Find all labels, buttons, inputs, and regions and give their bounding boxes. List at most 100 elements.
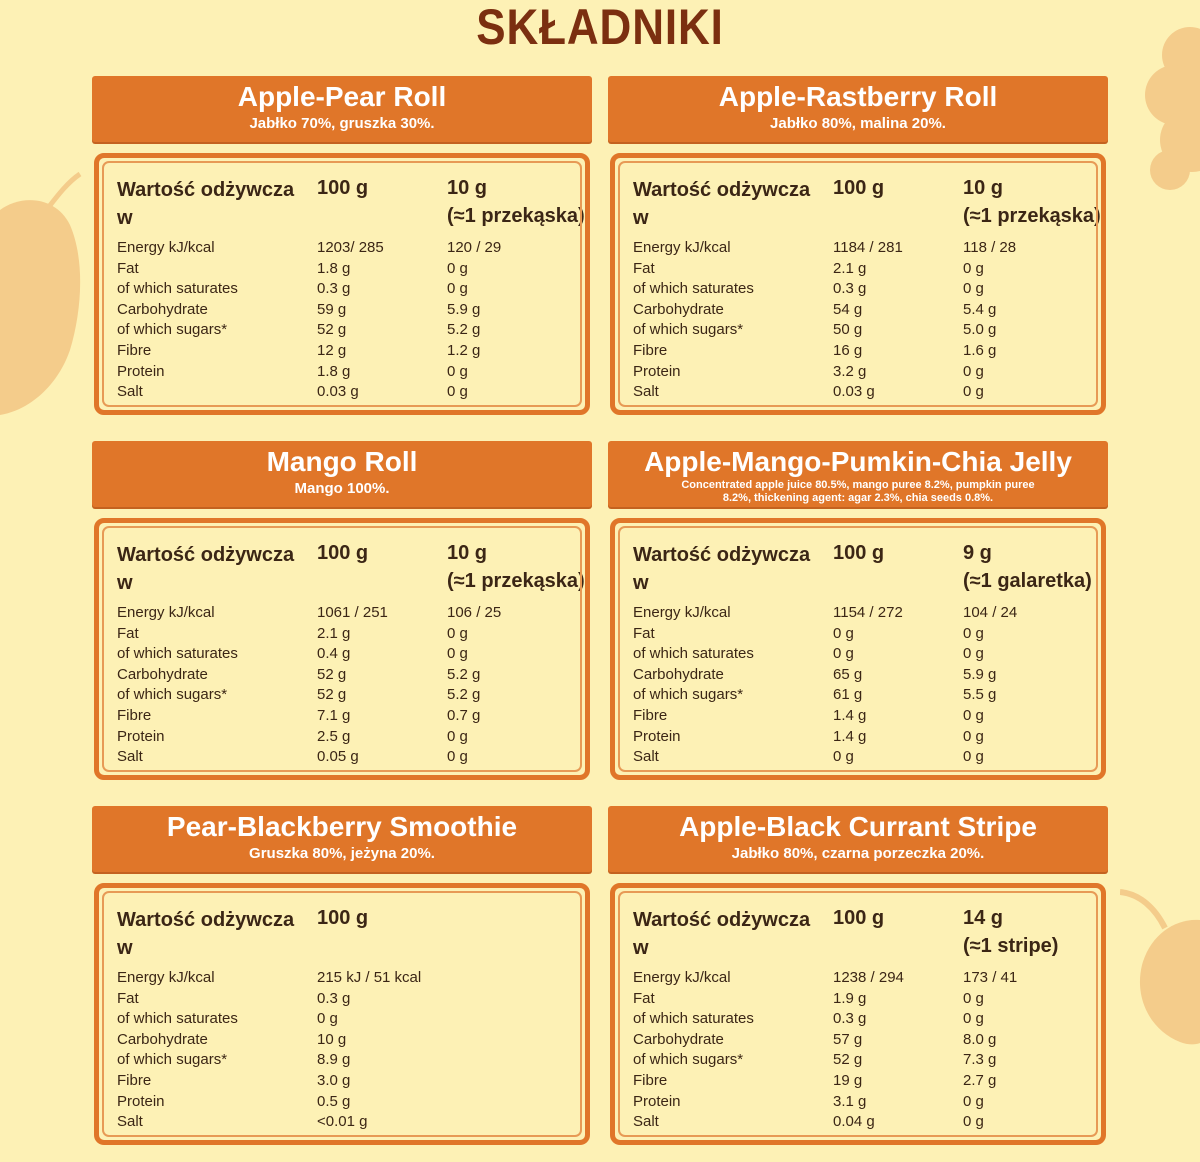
column-header-serving-note: (≈1 przekąska): [963, 205, 1101, 227]
value-per-100g: 1.8 g: [317, 259, 351, 277]
value-per-100g: 0.05 g: [317, 748, 359, 766]
column-header-serving: 10 g: [963, 177, 1004, 199]
value-per-100g: 0.03 g: [317, 383, 359, 401]
column-header-serving-note: (≈1 stripe): [963, 935, 1059, 957]
value-per-serving: 120 / 29: [447, 239, 502, 256]
nutrition-row: of which saturates 0.3 g 0 g: [633, 1009, 1103, 1030]
value-per-serving: 0 g: [447, 280, 468, 298]
product-header: Mango Roll Mango 100%.: [92, 441, 592, 507]
nutrition-table: Wartość odżywcza w 100 g 14 g (≈1 stripe) En…: [610, 883, 1106, 1145]
value-per-serving: 2.7 g: [963, 1071, 997, 1089]
pear-illustration-icon: [0, 171, 82, 415]
value-per-100g: 0.3 g: [833, 280, 867, 298]
nutrition-row: Protein 1.4 g 0 g: [633, 727, 1103, 748]
nutrition-row: of which saturates 0 g: [117, 1009, 587, 1030]
column-header-100g: 100 g: [833, 907, 885, 929]
value-per-serving: 0 g: [963, 1092, 984, 1110]
nutrition-row: Fat 2.1 g 0 g: [117, 624, 587, 645]
nutrition-table: Wartość odżywcza w 100 g 10 g (≈1 przekąska…: [94, 518, 590, 780]
nutrition-row: Fat 0.3 g: [117, 989, 587, 1010]
nutrition-header-label: Wartość odżywcza w: [633, 909, 811, 959]
nutrient-name: Energy kJ/kcal: [117, 239, 215, 256]
value-per-100g: 0.3 g: [833, 1010, 867, 1028]
nutrition-row: of which saturates 0.4 g 0 g: [117, 644, 587, 665]
nutrition-row: Fat 1.8 g 0 g: [117, 259, 587, 280]
value-per-100g: 52 g: [317, 665, 347, 683]
value-per-100g: 0 g: [833, 624, 854, 642]
nutrient-name: Fibre: [117, 1071, 152, 1089]
value-per-100g: 1.4 g: [833, 706, 867, 724]
nutrient-name: Carbohydrate: [117, 300, 208, 318]
nutrient-name: of which sugars*: [117, 1051, 228, 1069]
product-name: Apple-Black Currant Stripe: [679, 811, 1037, 842]
value-per-serving: 7.3 g: [963, 1051, 997, 1069]
value-per-100g: 0 g: [833, 748, 854, 766]
value-per-100g: 61 g: [833, 686, 863, 704]
product-header: Apple-Rastberry Roll Jabłko 80%, malina 2…: [608, 76, 1108, 142]
value-per-serving: 0 g: [447, 383, 468, 401]
nutrition-row: Fat 0 g 0 g: [633, 624, 1103, 645]
value-per-100g: 65 g: [833, 665, 863, 683]
product-name: Pear-Blackberry Smoothie: [166, 811, 518, 842]
nutrition-rows: Energy kJ/kcal 1061 / 251 106 / 25 Fat 2.1 g…: [117, 603, 587, 768]
nutrient-name: Fat: [633, 989, 655, 1007]
nutrient-name: Energy kJ/kcal: [117, 969, 215, 986]
value-per-serving: 5.9 g: [447, 300, 481, 318]
nutrient-name: of which saturates: [633, 645, 754, 663]
column-header-serving-note: (≈1 przekąska): [447, 570, 585, 592]
nutrient-name: of which sugars*: [633, 1051, 744, 1069]
value-per-100g: 52 g: [833, 1051, 863, 1069]
nutrition-table: Wartość odżywcza w 100 g Energy kJ/kcal 215…: [94, 883, 590, 1145]
nutrient-name: Salt: [633, 1113, 659, 1131]
nutrient-name: Protein: [633, 1092, 681, 1110]
value-per-100g: 1154 / 272: [833, 604, 903, 621]
nutrition-row: Protein 0.5 g: [117, 1092, 587, 1113]
nutrition-row: of which sugars* 8.9 g: [117, 1050, 587, 1071]
nutrition-row: of which saturates 0 g 0 g: [633, 644, 1103, 665]
product-header: Apple-Black Currant Stripe Jabłko 80%, cz…: [608, 806, 1108, 872]
value-per-serving: 0 g: [447, 624, 468, 642]
product-header: Apple-Pear Roll Jabłko 70%, gruszka 30%.: [92, 76, 592, 142]
value-per-100g: 3.1 g: [833, 1092, 867, 1110]
value-per-serving: 0 g: [963, 280, 984, 298]
column-header-serving: 10 g: [447, 177, 488, 199]
value-per-serving: 0 g: [963, 1113, 984, 1131]
nutrition-row: Protein 2.5 g 0 g: [117, 727, 587, 748]
value-per-serving: 118 / 28: [963, 239, 1017, 256]
value-per-100g: 7.1 g: [317, 706, 351, 724]
page-title: SKŁADNIKI: [476, 0, 724, 55]
value-per-100g: 1.8 g: [317, 362, 351, 380]
value-per-100g: 54 g: [833, 300, 863, 318]
nutrient-name: Carbohydrate: [633, 665, 724, 683]
column-header-100g: 100 g: [833, 177, 885, 199]
nutrition-row: Protein 3.2 g 0 g: [633, 362, 1103, 383]
value-per-serving: 0 g: [963, 362, 984, 380]
nutrition-row: Carbohydrate 52 g 5.2 g: [117, 665, 587, 686]
nutrition-row: Fibre 3.0 g: [117, 1071, 587, 1092]
nutrient-name: Fibre: [117, 706, 152, 724]
value-per-serving: 5.2 g: [447, 686, 481, 704]
value-per-serving: 5.5 g: [963, 686, 997, 704]
value-per-serving: 5.2 g: [447, 665, 481, 683]
column-header-serving: 14 g: [963, 907, 1004, 929]
nutrition-row: Carbohydrate 10 g: [117, 1030, 587, 1051]
nutrition-header-label: Wartość odżywcza w: [633, 544, 811, 594]
nutrient-name: Energy kJ/kcal: [633, 969, 731, 986]
nutrition-row: Carbohydrate 54 g 5.4 g: [633, 300, 1103, 321]
nutrient-name: Protein: [117, 362, 165, 380]
value-per-100g: 0.03 g: [833, 383, 875, 401]
value-per-100g: 52 g: [317, 686, 347, 704]
nutrition-header-label: Wartość odżywcza w: [117, 909, 295, 959]
value-per-100g: 0.04 g: [833, 1113, 875, 1131]
nutrition-row: Fibre 19 g 2.7 g: [633, 1071, 1103, 1092]
nutrient-name: Salt: [117, 1113, 143, 1131]
value-per-serving: 0 g: [963, 259, 984, 277]
value-per-100g: 50 g: [833, 321, 863, 339]
product-header: Apple-Mango-Pumkin-Chia Jelly Concentrate…: [608, 441, 1108, 507]
nutrient-name: Salt: [633, 748, 659, 766]
nutrition-row: Energy kJ/kcal 1238 / 294 173 / 41: [633, 968, 1103, 989]
product-ingredients: Jabłko 70%, gruszka 30%.: [249, 115, 435, 132]
column-header-serving-note: (≈1 przekąska): [447, 205, 585, 227]
value-per-100g: 2.1 g: [833, 259, 867, 277]
value-per-100g: 0 g: [317, 1010, 338, 1028]
